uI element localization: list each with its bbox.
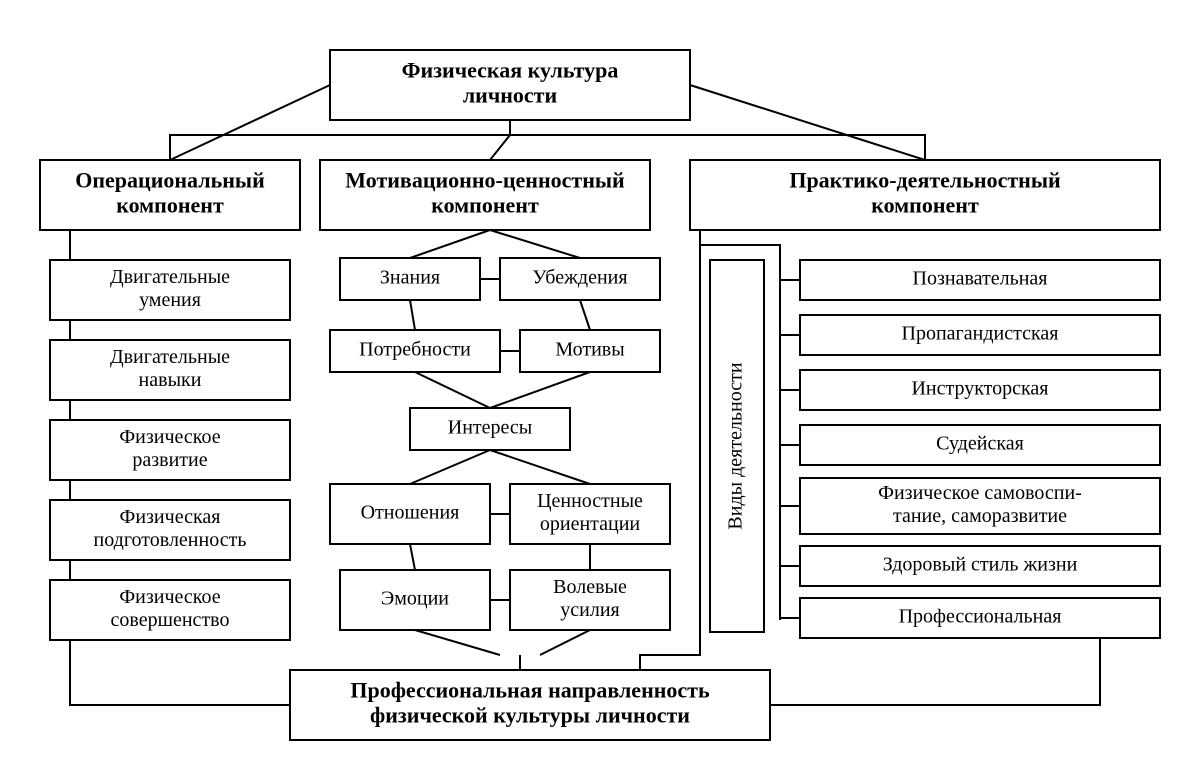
node-label-col2h-l1: компонент <box>431 193 539 218</box>
edge-18 <box>415 372 490 408</box>
edge-23 <box>410 544 415 570</box>
node-c3_5: Физическое самовоспи-тание, саморазвитие <box>800 478 1160 534</box>
edge-5 <box>690 85 925 160</box>
node-label-c3_3-l0: Инструкторская <box>911 378 1048 400</box>
node-label-bottom-l1: физической культуры личности <box>370 703 690 728</box>
node-c2_mo: Мотивы <box>520 330 660 372</box>
diagram-canvas: Физическая культураличности Операциональн… <box>0 0 1200 764</box>
node-c1_1: Двигательныеумения <box>50 260 290 320</box>
node-label-c3_1-l0: Познавательная <box>913 268 1048 290</box>
edge-12 <box>410 230 490 258</box>
node-c3_1: Познавательная <box>800 260 1160 300</box>
node-label-c1_4-l1: подготовленность <box>94 529 247 551</box>
node-vbox: Виды деятельности <box>710 260 764 632</box>
edge-39 <box>770 638 1100 705</box>
node-label-col3h-l0: Практико-деятельностный <box>789 167 1061 192</box>
edge-16 <box>580 300 590 330</box>
node-label-c1_3-l0: Физическое <box>119 426 220 448</box>
node-label-c2_zn-l0: Знания <box>380 267 440 289</box>
edge-0 <box>170 85 330 160</box>
node-label-c2_mo-l0: Мотивы <box>555 339 624 361</box>
edge-2 <box>170 135 510 160</box>
node-c1_5: Физическоесовершенство <box>50 580 290 640</box>
node-c2_po: Потребности <box>330 330 500 372</box>
node-label-c3_5-l1: тание, саморазвитие <box>893 505 1067 527</box>
node-c1_4: Физическаяподготовленность <box>50 500 290 560</box>
node-label-col1h-l1: компонент <box>116 193 224 218</box>
node-c1_3: Физическоеразвитие <box>50 420 290 480</box>
node-label-root-l1: личности <box>463 83 558 108</box>
node-bottom: Профессиональная направленностьфизическо… <box>290 670 770 740</box>
node-root: Физическая культураличности <box>330 50 690 120</box>
node-label-col2h-l0: Мотивационно-ценностный <box>345 167 625 192</box>
node-label-c2_co-l1: ориентации <box>540 513 641 535</box>
node-col2h: Мотивационно-ценностныйкомпонент <box>320 160 650 230</box>
node-c2_ub: Убеждения <box>500 258 660 300</box>
node-label-c3_5-l0: Физическое самовоспи- <box>878 482 1082 504</box>
node-label-c1_3-l1: развитие <box>132 449 207 471</box>
node-c2_zn: Знания <box>340 258 480 300</box>
node-c2_in: Интересы <box>410 408 570 450</box>
node-label-bottom-l0: Профессиональная направленность <box>350 677 710 702</box>
node-label-c3_6-l0: Здоровый стиль жизни <box>883 554 1078 576</box>
edge-38 <box>70 650 290 705</box>
node-label-c1_4-l0: Физическая <box>120 506 221 528</box>
node-c2_vo: Волевыеусилия <box>510 570 670 630</box>
edge-4 <box>510 135 925 160</box>
edge-21 <box>490 450 590 484</box>
node-c2_em: Эмоции <box>340 570 490 630</box>
edge-40 <box>640 640 700 670</box>
node-label-col3h-l1: компонент <box>871 193 979 218</box>
node-label-c1_5-l0: Физическое <box>119 586 220 608</box>
node-label-c2_po-l0: Потребности <box>359 339 471 361</box>
node-c3_4: Судейская <box>800 425 1160 465</box>
node-label-root-l0: Физическая культура <box>402 57 619 82</box>
node-label-c2_in-l0: Интересы <box>448 417 532 439</box>
node-label-c2_vo-l1: усилия <box>560 599 619 621</box>
edge-20 <box>410 450 490 484</box>
node-label-c1_2-l1: навыки <box>139 369 202 391</box>
node-c2_co: Ценностныеориентации <box>510 484 670 544</box>
node-c2_ot: Отношения <box>330 484 490 544</box>
node-c1_2: Двигательныенавыки <box>50 340 290 400</box>
edge-15 <box>410 300 415 330</box>
node-c3_7: Профессиональная <box>800 598 1160 638</box>
edge-26 <box>415 630 500 655</box>
node-label-c2_ot-l0: Отношения <box>361 502 460 524</box>
node-label-c2_co-l0: Ценностные <box>537 490 643 512</box>
edge-3 <box>490 135 510 160</box>
node-label-vbox: Виды деятельности <box>725 362 747 529</box>
node-label-c1_1-l0: Двигательные <box>110 266 230 288</box>
node-label-c3_2-l0: Пропагандистская <box>902 323 1059 345</box>
node-label-c2_em-l0: Эмоции <box>381 588 449 610</box>
node-label-c2_vo-l0: Волевые <box>553 576 627 598</box>
node-c3_6: Здоровый стиль жизни <box>800 546 1160 586</box>
nodes-layer: Физическая культураличности Операциональн… <box>40 50 1160 740</box>
node-label-c3_7-l0: Профессиональная <box>899 606 1062 628</box>
edge-13 <box>490 230 580 258</box>
node-col3h: Практико-деятельностныйкомпонент <box>690 160 1160 230</box>
node-label-c1_5-l1: совершенство <box>111 609 230 631</box>
node-c3_2: Пропагандистская <box>800 315 1160 355</box>
node-label-c1_1-l1: умения <box>139 289 201 311</box>
node-col1h: Операциональныйкомпонент <box>40 160 300 230</box>
node-c3_3: Инструкторская <box>800 370 1160 410</box>
edge-19 <box>490 372 590 408</box>
node-label-c2_ub-l0: Убеждения <box>532 267 627 289</box>
edge-27 <box>540 630 590 655</box>
node-label-c1_2-l0: Двигательные <box>110 346 230 368</box>
node-label-col1h-l0: Операциональный <box>75 167 265 192</box>
node-label-c3_4-l0: Судейская <box>936 433 1024 455</box>
